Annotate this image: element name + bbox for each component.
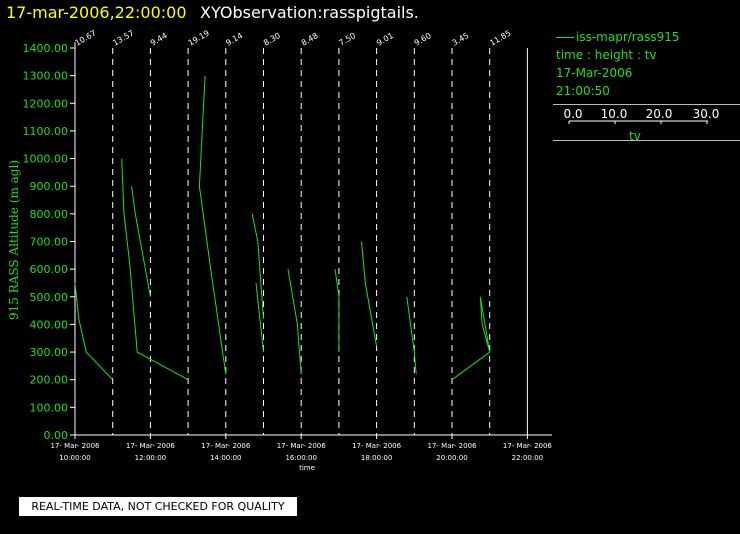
- y-tick-label: 500.00: [30, 291, 69, 304]
- series-line: [198, 75, 227, 375]
- x-tick-label-time: 22:00:00: [512, 454, 543, 462]
- x-tick-label-time: 20:00:00: [436, 454, 467, 462]
- profile-marker-label: 9.01: [375, 31, 395, 48]
- y-tick-label: 1100.00: [23, 125, 69, 138]
- y-tick-label: 1400.00: [23, 42, 69, 55]
- legend-series-name: iss-mapr/rass915: [576, 30, 680, 44]
- legend-time: 21:00:50: [556, 84, 610, 98]
- series-line: [74, 282, 114, 381]
- quality-disclaimer-badge: REAL-TIME DATA, NOT CHECKED FOR QUALITY: [19, 497, 297, 516]
- x-tick-label-time: 16:00:00: [285, 454, 316, 462]
- profile-marker-label: 9.44: [149, 31, 169, 48]
- series-line: [251, 213, 264, 319]
- series-line: [131, 186, 151, 297]
- profile-marker-label: 11.85: [488, 28, 512, 47]
- profile-grid: [74, 48, 528, 435]
- x-tick-label-time: 12:00:00: [135, 454, 166, 462]
- chart-title-datetime: 17-mar-2006,22:00:00: [6, 3, 187, 22]
- axis-labels: 0.00 100.00 200.00 300.00 400.00 500.00 600.00…: [23, 28, 553, 462]
- profile-marker-label: 9.60: [413, 31, 433, 48]
- series-line: [451, 296, 491, 381]
- profile-marker-label: 10.67: [74, 28, 98, 47]
- legend-divider-bottom: [553, 140, 740, 141]
- x-tick-label-date: 17- Mar- 2006: [503, 442, 553, 450]
- y-tick-label: 1200.00: [23, 97, 69, 110]
- x-axis-label: time: [299, 464, 315, 472]
- y-tick-label: 200.00: [30, 374, 69, 387]
- legend-date: 17-Mar-2006: [556, 66, 633, 80]
- y-tick-label: 400.00: [30, 318, 69, 331]
- y-tick-label: 1300.00: [23, 70, 69, 83]
- profile-marker-label: 9.14: [224, 31, 244, 48]
- y-axis-label: 915 RASS Altitude (m agl): [7, 160, 21, 320]
- legend-subtitle: time : height : tv: [556, 48, 657, 62]
- x-tick-label-date: 17- Mar- 2006: [352, 442, 402, 450]
- series-line: [287, 269, 302, 375]
- series-lines: [74, 75, 491, 381]
- profile-marker-label: 19.19: [187, 28, 211, 47]
- y-tick-label: 1000.00: [23, 153, 69, 166]
- x-tick-label-date: 17- Mar- 2006: [428, 442, 478, 450]
- profile-marker-label: 8.48: [300, 31, 320, 48]
- series-line: [361, 241, 378, 347]
- y-tick-label: 600.00: [30, 263, 69, 276]
- legend-line-swatch: [556, 37, 574, 38]
- profile-marker-label: 3.45: [451, 31, 471, 48]
- y-tick-label: 100.00: [30, 401, 69, 414]
- series-line: [406, 296, 417, 375]
- y-tick-label: 300.00: [30, 346, 69, 359]
- profile-marker-label: 7.50: [337, 31, 357, 48]
- axes: [70, 42, 552, 439]
- series-line: [121, 158, 189, 381]
- x-tick-label-date: 17- Mar- 2006: [277, 442, 327, 450]
- y-tick-label: 800.00: [30, 208, 69, 221]
- series-line: [255, 282, 264, 353]
- y-tick-label: 0.00: [44, 429, 69, 442]
- profile-marker-label: 8.30: [262, 31, 282, 48]
- chart-title-observation: XYObservation:rasspigtails.: [200, 3, 419, 22]
- y-tick-label: 700.00: [30, 236, 69, 249]
- profile-marker-label: 13.57: [111, 28, 135, 47]
- x-tick-label-time: 10:00:00: [59, 454, 90, 462]
- x-tick-label-time: 18:00:00: [361, 454, 392, 462]
- x-tick-label-date: 17- Mar- 2006: [51, 442, 101, 450]
- legend-divider: [553, 104, 740, 105]
- series-line: [334, 269, 340, 353]
- x-tick-label-date: 17- Mar- 2006: [201, 442, 251, 450]
- legend-series: iss-mapr/rass915: [556, 30, 680, 44]
- x-tick-label-time: 14:00:00: [210, 454, 241, 462]
- x-tick-label-date: 17- Mar- 2006: [126, 442, 176, 450]
- y-tick-label: 900.00: [30, 180, 69, 193]
